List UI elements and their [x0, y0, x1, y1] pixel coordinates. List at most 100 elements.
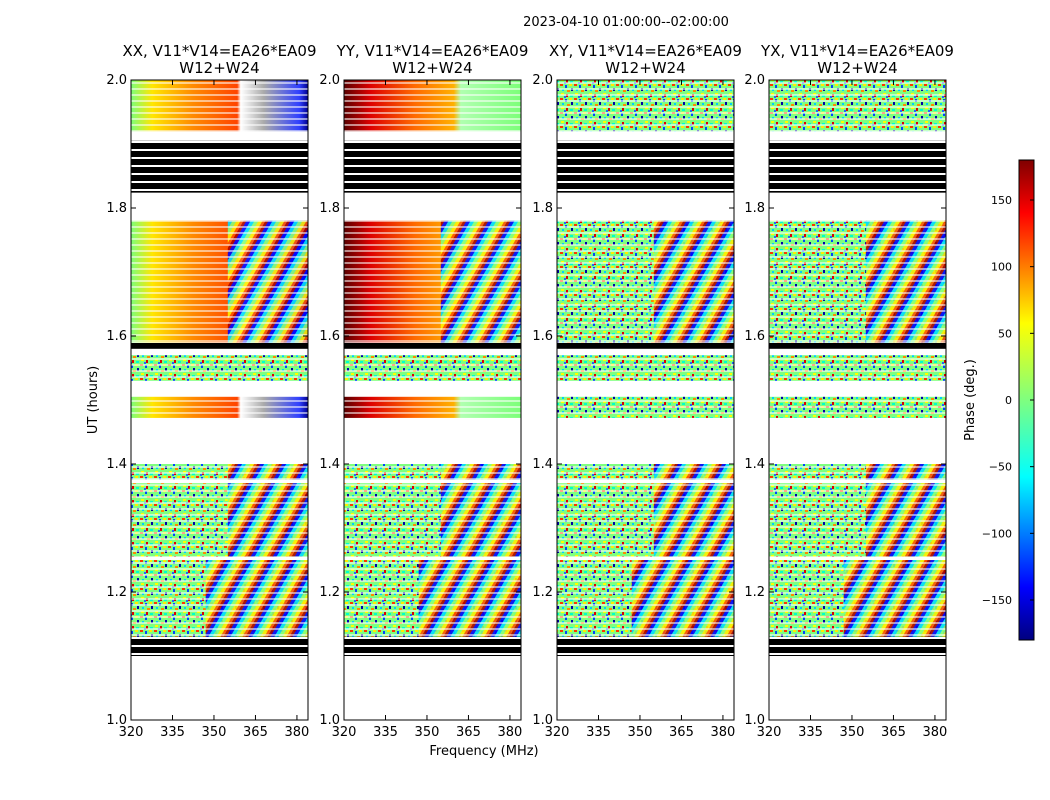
- row-gaps: [344, 483, 521, 557]
- colorbar-tick-label: −150: [982, 594, 1012, 607]
- row-gaps: [557, 396, 734, 418]
- x-tick-label: 365: [243, 725, 268, 740]
- y-tick-label: 1.8: [106, 201, 127, 216]
- x-tick-label: 335: [373, 725, 398, 740]
- row-gaps: [557, 355, 734, 381]
- data-block: [131, 342, 308, 349]
- row-gaps: [344, 560, 521, 637]
- row-gaps: [769, 464, 946, 480]
- x-tick-label: 320: [757, 725, 782, 740]
- panel-frame: [130, 79, 309, 721]
- y-tick-label: 1.6: [319, 329, 340, 344]
- row-gaps: [769, 220, 946, 343]
- y-tick-label: 2.0: [319, 73, 340, 88]
- y-tick-label: 1.6: [106, 329, 127, 344]
- row-gaps: [131, 560, 308, 637]
- row-gaps: [131, 355, 308, 381]
- row-gaps: [131, 483, 308, 557]
- y-tick-label: 1.6: [744, 329, 765, 344]
- y-tick-label: 1.8: [532, 201, 553, 216]
- row-gaps: [344, 464, 521, 480]
- x-tick-label: 365: [456, 725, 481, 740]
- y-tick-label: 1.4: [106, 457, 127, 472]
- row-gaps: [769, 483, 946, 557]
- row-gaps: [131, 80, 308, 132]
- row-gaps: [769, 560, 946, 637]
- y-tick-label: 1.0: [319, 713, 340, 728]
- row-gaps: [557, 80, 734, 132]
- panel-frame: [768, 79, 947, 721]
- data-block: [769, 342, 946, 349]
- y-tick-label: 2.0: [744, 73, 765, 88]
- panel-title-line1: XY, V11*V14=EA26*EA09: [549, 42, 742, 60]
- figure-suptitle: 2023-04-10 01:00:00--02:00:00: [523, 15, 729, 30]
- panel-title-line1: XX, V11*V14=EA26*EA09: [122, 42, 316, 60]
- row-gaps: [769, 355, 946, 381]
- y-tick-label: 1.4: [532, 457, 553, 472]
- x-tick-label: 335: [798, 725, 823, 740]
- row-gaps: [557, 560, 734, 637]
- y-tick-label: 1.4: [319, 457, 340, 472]
- row-gaps: [769, 80, 946, 132]
- y-axis-label: UT (hours): [86, 366, 101, 434]
- y-tick-label: 1.2: [319, 585, 340, 600]
- row-gaps: [557, 483, 734, 557]
- colorbar-tick-label: 100: [991, 261, 1012, 274]
- data-block: [557, 342, 734, 349]
- panel-frame: [556, 79, 735, 721]
- y-tick-label: 1.0: [106, 713, 127, 728]
- row-gaps: [344, 396, 521, 418]
- x-tick-label: 335: [586, 725, 611, 740]
- row-gaps: [344, 220, 521, 343]
- panel-title-line1: YX, V11*V14=EA26*EA09: [760, 42, 954, 60]
- y-tick-label: 1.8: [744, 201, 765, 216]
- x-tick-label: 380: [923, 725, 948, 740]
- data-block: [344, 140, 521, 193]
- row-gaps: [131, 464, 308, 480]
- row-gaps: [769, 396, 946, 418]
- x-tick-label: 350: [202, 725, 227, 740]
- colorbar-tick-label: 50: [998, 327, 1012, 340]
- y-tick-label: 1.8: [319, 201, 340, 216]
- y-tick-label: 1.2: [106, 585, 127, 600]
- x-tick-label: 320: [332, 725, 357, 740]
- data-block: [344, 342, 521, 349]
- panel-title-line2: W12+W24: [605, 59, 685, 77]
- x-tick-label: 320: [119, 725, 144, 740]
- x-tick-label: 320: [545, 725, 570, 740]
- colorbar-tick-label: 0: [1005, 394, 1012, 407]
- y-tick-label: 2.0: [106, 73, 127, 88]
- colorbar-tick-label: −100: [982, 527, 1012, 540]
- data-block: [557, 636, 734, 656]
- x-tick-label: 350: [628, 725, 653, 740]
- data-block: [769, 140, 946, 193]
- x-tick-label: 380: [711, 725, 736, 740]
- row-gaps: [557, 464, 734, 480]
- panel-title-line1: YY, V11*V14=EA26*EA09: [336, 42, 529, 60]
- x-tick-label: 335: [160, 725, 185, 740]
- x-tick-label: 380: [498, 725, 523, 740]
- row-gaps: [344, 80, 521, 132]
- x-tick-label: 350: [415, 725, 440, 740]
- data-block: [131, 636, 308, 656]
- y-tick-label: 2.0: [532, 73, 553, 88]
- colorbar-tick-label: −50: [989, 461, 1012, 474]
- x-tick-label: 365: [669, 725, 694, 740]
- colorbar-label: Phase (deg.): [963, 359, 978, 441]
- row-gaps: [344, 355, 521, 381]
- panel-title-line2: W12+W24: [392, 59, 472, 77]
- data-block: [344, 636, 521, 656]
- row-gaps: [557, 220, 734, 343]
- y-tick-label: 1.4: [744, 457, 765, 472]
- row-gaps: [131, 396, 308, 418]
- x-tick-label: 350: [840, 725, 865, 740]
- panel-title-line2: W12+W24: [817, 59, 897, 77]
- data-block: [769, 636, 946, 656]
- y-tick-label: 1.0: [532, 713, 553, 728]
- x-tick-label: 380: [285, 725, 310, 740]
- y-tick-label: 1.6: [532, 329, 553, 344]
